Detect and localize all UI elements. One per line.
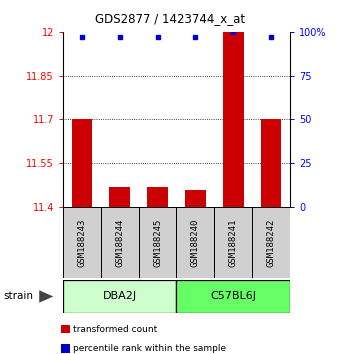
Text: GSM188242: GSM188242 — [266, 218, 276, 267]
Bar — [147, 187, 168, 207]
Bar — [101, 207, 139, 278]
Bar — [139, 207, 177, 278]
Bar — [177, 207, 214, 278]
Text: percentile rank within the sample: percentile rank within the sample — [73, 344, 226, 353]
Text: GDS2877 / 1423744_x_at: GDS2877 / 1423744_x_at — [95, 12, 246, 25]
Bar — [252, 207, 290, 278]
Bar — [63, 280, 177, 313]
Bar — [63, 207, 101, 278]
Text: transformed count: transformed count — [73, 325, 158, 334]
Text: GSM188245: GSM188245 — [153, 218, 162, 267]
Bar — [177, 280, 290, 313]
Text: GSM188241: GSM188241 — [229, 218, 238, 267]
Text: strain: strain — [3, 291, 33, 302]
Bar — [261, 120, 281, 207]
Text: GSM188243: GSM188243 — [77, 218, 87, 267]
Bar — [223, 32, 243, 207]
Bar — [214, 207, 252, 278]
Bar — [72, 120, 92, 207]
Text: C57BL6J: C57BL6J — [210, 291, 256, 302]
Polygon shape — [39, 290, 53, 303]
Bar — [185, 190, 206, 207]
Text: DBA2J: DBA2J — [103, 291, 137, 302]
Text: GSM188240: GSM188240 — [191, 218, 200, 267]
Bar — [109, 187, 130, 207]
Text: GSM188244: GSM188244 — [115, 218, 124, 267]
